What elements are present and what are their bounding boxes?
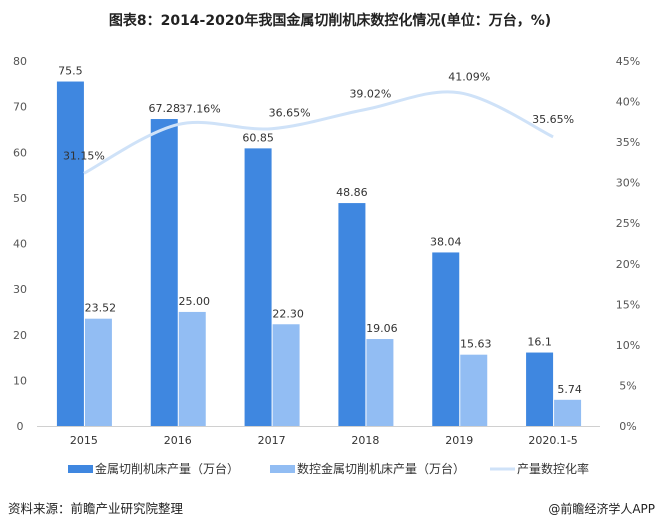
y-right-tick-label: 30% <box>616 177 640 190</box>
y-left-tick-label: 0 <box>17 420 24 433</box>
bar-data-label: 48.86 <box>336 186 368 199</box>
x-tick-label: 2016 <box>164 434 192 447</box>
bar-total <box>526 353 553 426</box>
y-left-tick-label: 70 <box>13 101 27 114</box>
chart-title: 图表8：2014-2020年我国金属切削机床数控化情况(单位：万台，%) <box>109 12 551 29</box>
bar-cnc <box>85 319 112 426</box>
legend-swatch <box>270 465 295 473</box>
bar-cnc <box>179 312 206 426</box>
x-tick-label: 2018 <box>351 434 379 447</box>
bar-data-label: 38.04 <box>430 235 462 248</box>
line-data-label: 35.65% <box>532 113 574 126</box>
y-left-tick-label: 20 <box>13 329 27 342</box>
bar-data-label: 67.28 <box>149 102 181 115</box>
bar-data-label: 19.06 <box>366 322 398 335</box>
y-left-tick-label: 30 <box>13 283 27 296</box>
bar-data-label: 60.85 <box>242 131 274 144</box>
y-right-tick-label: 0% <box>619 420 636 433</box>
y-left-tick-label: 10 <box>13 374 27 387</box>
line-data-label: 41.09% <box>448 71 490 84</box>
legend-label: 数控金属切削机床产量（万台） <box>297 461 465 476</box>
y-right-tick-label: 35% <box>616 136 640 149</box>
bar-data-label: 25.00 <box>179 295 211 308</box>
x-tick-label: 2017 <box>258 434 286 447</box>
line-data-label: 39.02% <box>349 88 391 101</box>
bar-total <box>338 203 365 426</box>
x-tick-label: 2020.1-5 <box>528 434 577 447</box>
y-right-tick-label: 25% <box>616 217 640 230</box>
bar-total <box>151 119 178 426</box>
bar-data-label: 15.63 <box>460 338 492 351</box>
y-right-tick-label: 10% <box>616 339 640 352</box>
line-data-label: 31.15% <box>63 149 105 162</box>
y-left-tick-label: 60 <box>13 146 27 159</box>
line-data-label: 37.16% <box>179 103 221 116</box>
x-tick-label: 2019 <box>445 434 473 447</box>
line-data-label: 36.65% <box>269 107 311 120</box>
y-right-tick-label: 15% <box>616 298 640 311</box>
y-left-tick-label: 40 <box>13 238 27 251</box>
bar-total <box>245 148 272 426</box>
y-right-tick-label: 20% <box>616 258 640 271</box>
y-right-tick-label: 5% <box>619 379 636 392</box>
x-tick-label: 2015 <box>70 434 98 447</box>
y-left-tick-label: 80 <box>13 55 27 68</box>
bar-data-label: 16.1 <box>527 336 552 349</box>
y-right-tick-label: 45% <box>616 55 640 68</box>
bar-data-label: 22.30 <box>272 307 304 320</box>
bar-cnc <box>460 355 487 426</box>
source-note: 资料来源：前瞻产业研究院整理 <box>8 501 184 516</box>
bar-data-label: 5.74 <box>557 383 582 396</box>
bar-total <box>57 82 84 426</box>
legend-label: 产量数控化率 <box>517 461 589 476</box>
y-right-tick-label: 40% <box>616 96 640 109</box>
brand-note: @前瞻经济学人APP <box>548 501 655 516</box>
bar-data-label: 23.52 <box>85 302 117 315</box>
legend-swatch <box>68 465 93 473</box>
bar-total <box>432 252 459 426</box>
bar-cnc <box>554 400 581 426</box>
bar-data-label: 75.5 <box>58 65 83 78</box>
bar-cnc <box>366 339 393 426</box>
y-left-tick-label: 50 <box>13 192 27 205</box>
legend-label: 金属切削机床产量（万台） <box>95 461 239 476</box>
bar-cnc <box>273 324 300 426</box>
